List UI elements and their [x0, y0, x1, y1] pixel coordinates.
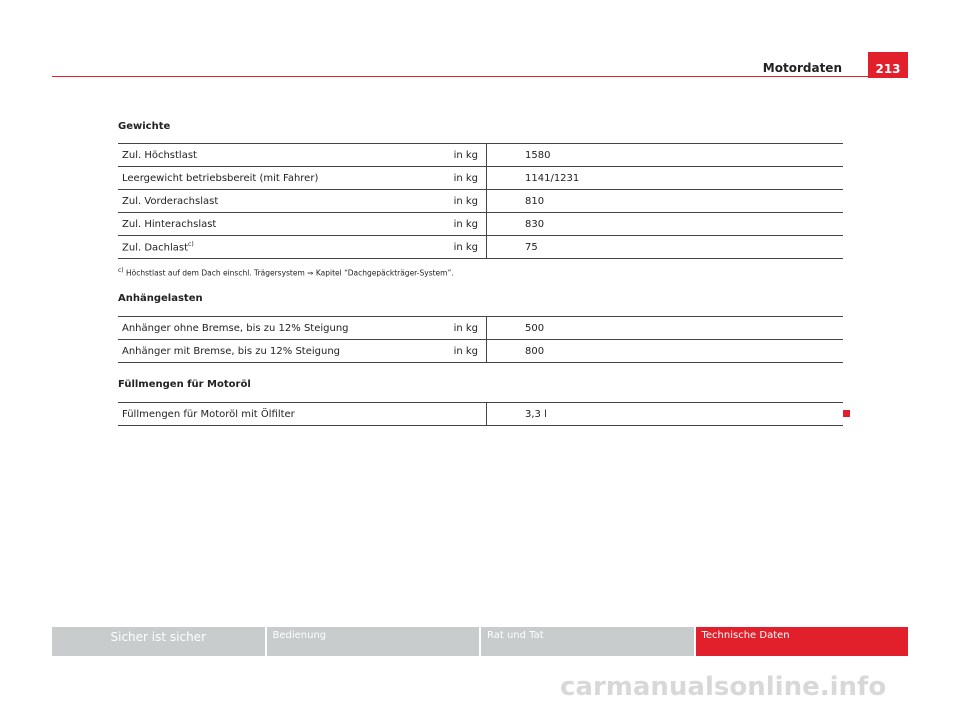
- label-text: Zul. Vorderachslast: [122, 195, 219, 207]
- data-table: Zul. Höchstlast in kg 1580 Leergewicht betr…: [118, 143, 843, 259]
- row-label: Zul. Höchstlast: [118, 143, 444, 167]
- table-row: Zul. Dachlastc) in kg 75: [118, 235, 843, 259]
- row-label: Zul. Vorderachslast: [118, 189, 444, 213]
- label-note: c): [188, 240, 194, 248]
- table-row: Anhänger ohne Bremse, bis zu 12% Steigun…: [118, 316, 843, 340]
- table-row: Zul. Höchstlast in kg 1580: [118, 143, 843, 167]
- table-row: Füllmengen für Motoröl mit Ölfilter 3,3 l: [118, 402, 843, 426]
- row-value: 800: [486, 339, 843, 363]
- table-row: Anhänger mit Bremse, bis zu 12% Steigung…: [118, 339, 843, 363]
- label-text: Zul. Dachlast: [122, 242, 189, 254]
- footnote: c) Höchstlast auf dem Dach einschl. Träg…: [118, 267, 454, 278]
- data-table: Anhänger ohne Bremse, bis zu 12% Steigun…: [118, 316, 843, 363]
- header-rule: [52, 76, 868, 77]
- row-unit: in kg: [444, 235, 487, 259]
- row-value: 830: [486, 212, 843, 236]
- row-label: Anhänger ohne Bremse, bis zu 12% Steigun…: [118, 316, 444, 340]
- label-text: Zul. Hinterachslast: [122, 218, 217, 230]
- row-unit: [444, 402, 487, 426]
- row-unit: in kg: [444, 143, 487, 167]
- label-text: Leergewicht betriebsbereit (mit Fahrer): [122, 172, 319, 184]
- nav-tab[interactable]: Rat und Tat: [481, 627, 694, 656]
- nav-tab[interactable]: Bedienung: [266, 627, 479, 656]
- row-value: 3,3 l: [486, 402, 843, 426]
- row-value: 1141/1231: [486, 166, 843, 190]
- row-unit: in kg: [444, 339, 487, 363]
- section-heading: Füllmengen für Motoröl: [118, 379, 251, 390]
- table-row: Zul. Hinterachslast in kg 830: [118, 212, 843, 236]
- label-text: Füllmengen für Motoröl mit Ölfilter: [122, 408, 295, 420]
- row-label: Anhänger mit Bremse, bis zu 12% Steigung: [118, 339, 444, 363]
- row-value: 1580: [486, 143, 843, 167]
- row-label: Füllmengen für Motoröl mit Ölfilter: [118, 402, 444, 426]
- table-row: Zul. Vorderachslast in kg 810: [118, 189, 843, 213]
- section-title: Motordaten: [762, 61, 842, 75]
- footnote-marker: c): [118, 267, 124, 274]
- section-heading: Anhängelasten: [118, 293, 203, 304]
- row-label: Leergewicht betriebsbereit (mit Fahrer): [118, 166, 444, 190]
- nav-tab[interactable]: Technische Daten: [695, 627, 908, 656]
- end-marker: [843, 410, 850, 417]
- row-label: Zul. Dachlastc): [118, 235, 444, 259]
- row-unit: in kg: [444, 166, 487, 190]
- row-unit: in kg: [444, 316, 487, 340]
- label-text: Anhänger mit Bremse, bis zu 12% Steigung: [122, 345, 341, 357]
- row-value: 75: [486, 235, 843, 259]
- row-value: 810: [486, 189, 843, 213]
- label-text: Zul. Höchstlast: [122, 149, 197, 161]
- table-row: Leergewicht betriebsbereit (mit Fahrer) i…: [118, 166, 843, 190]
- footer-nav: Sicher ist sicher Bedienung Rat und Tat Tec…: [52, 627, 908, 656]
- row-value: 500: [486, 316, 843, 340]
- row-unit: in kg: [444, 212, 487, 236]
- page-number: 213: [868, 52, 908, 78]
- data-table: Füllmengen für Motoröl mit Ölfilter 3,3 l: [118, 402, 843, 426]
- section-heading: Gewichte: [118, 121, 171, 132]
- row-label: Zul. Hinterachslast: [118, 212, 444, 236]
- footnote-text: Höchstlast auf dem Dach einschl. Trägers…: [126, 268, 454, 278]
- nav-tab[interactable]: Sicher ist sicher: [52, 627, 265, 656]
- row-unit: in kg: [444, 189, 487, 213]
- watermark: carmanualsonline.info: [560, 672, 887, 702]
- label-text: Anhänger ohne Bremse, bis zu 12% Steigun…: [122, 322, 349, 334]
